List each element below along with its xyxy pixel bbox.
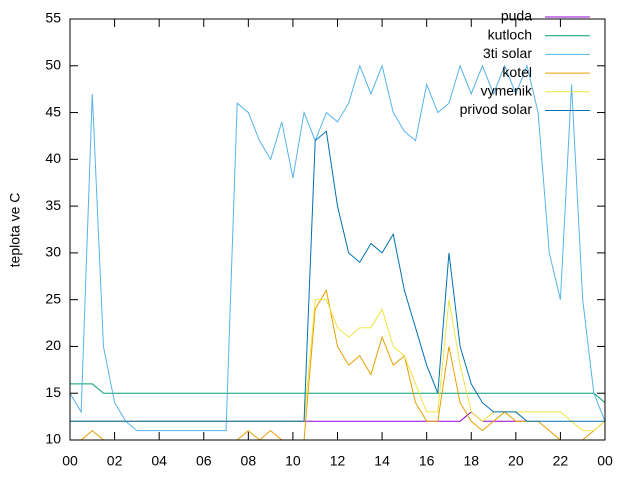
legend-label: vymenik — [481, 83, 533, 99]
y-tick-label: 45 — [45, 103, 61, 119]
x-tick-label: 20 — [508, 453, 524, 469]
y-tick-label: 25 — [45, 290, 61, 306]
x-tick-label: 04 — [151, 453, 167, 469]
x-tick-label: 22 — [553, 453, 569, 469]
x-tick-label: 12 — [330, 453, 346, 469]
x-tick-label: 10 — [285, 453, 301, 469]
legend-label: kotel — [502, 64, 532, 80]
plot-border — [69, 18, 606, 441]
x-tick-label: 00 — [597, 453, 613, 469]
legend-label: privod solar — [460, 101, 533, 117]
y-tick-label: 20 — [45, 337, 61, 353]
series-line — [69, 64, 606, 432]
x-tick-label: 00 — [62, 453, 78, 469]
legend-label: puda — [501, 8, 532, 24]
y-tick-label: 40 — [45, 150, 61, 166]
series-line — [70, 130, 605, 422]
legend-label: 3ti solar — [483, 45, 532, 61]
legend-label: kutloch — [488, 26, 532, 42]
y-axis-label: teplota ve C — [7, 193, 23, 268]
y-tick-label: 15 — [45, 384, 61, 400]
y-tick-label: 35 — [45, 197, 61, 213]
series-line — [70, 383, 606, 403]
x-tick-label: 08 — [241, 453, 257, 469]
y-tick-label: 30 — [45, 244, 61, 260]
x-tick-label: 02 — [107, 453, 123, 469]
y-tick-label: 55 — [45, 10, 61, 26]
y-tick-label: 10 — [45, 431, 61, 447]
y-tick-label: 50 — [45, 56, 61, 72]
x-tick-label: 16 — [419, 453, 435, 469]
x-tick-label: 18 — [463, 453, 479, 469]
x-tick-label: 14 — [374, 453, 390, 469]
x-tick-label: 06 — [196, 453, 212, 469]
